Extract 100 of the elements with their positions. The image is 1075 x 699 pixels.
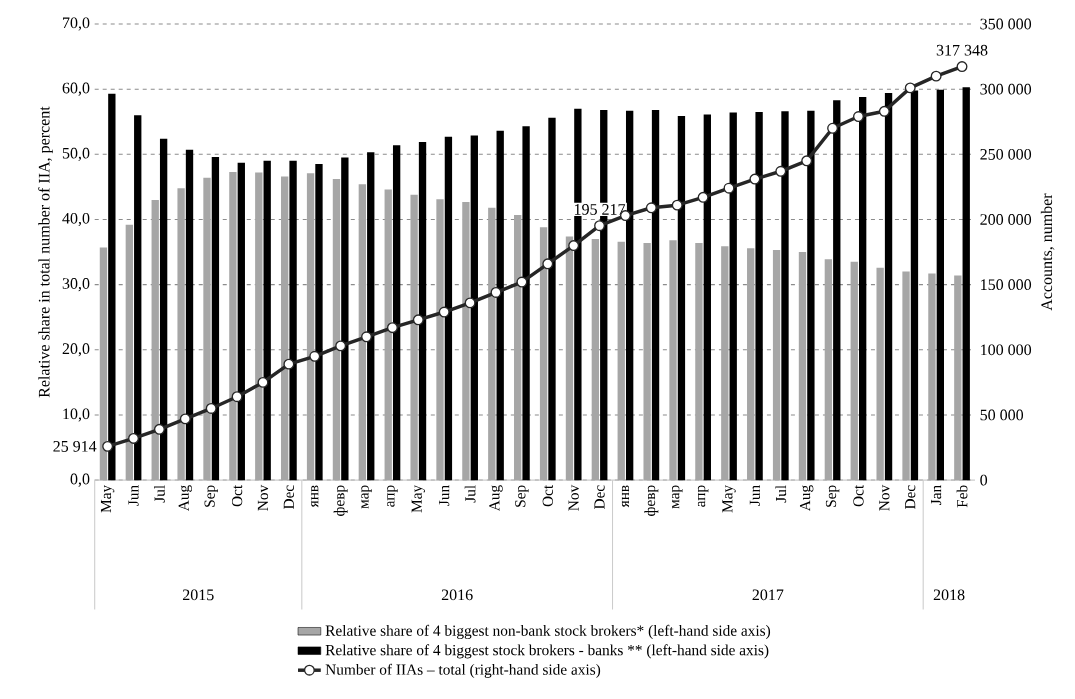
point	[128, 433, 140, 444]
y-tick-label: 30,0	[62, 278, 90, 292]
bar	[954, 275, 962, 481]
bar	[134, 115, 142, 481]
bar	[884, 93, 893, 481]
data-label: 25 914	[53, 441, 97, 452]
x-tick-label: Nov	[568, 484, 579, 511]
legend-label: Relative share of 4 biggest stock brokers - banks ** (left-hand side axis)	[325, 644, 769, 659]
point	[775, 165, 787, 177]
y2-tick-label: 250 000	[980, 148, 1032, 160]
point	[645, 202, 657, 214]
x-tick-label: Dec	[594, 485, 605, 510]
bar	[781, 111, 789, 481]
y-tick-label: 10,0	[63, 408, 90, 422]
x-tick-label: Nov	[879, 484, 890, 511]
x-tick-label: Jul	[154, 485, 165, 503]
bar	[255, 172, 263, 481]
bar	[392, 145, 401, 481]
bar	[514, 214, 522, 481]
point	[930, 70, 942, 82]
point	[231, 391, 243, 403]
point	[153, 423, 165, 435]
y-tick-label: 20,0	[62, 343, 90, 357]
bar	[125, 224, 133, 481]
y2-tick-label: 100 000	[981, 344, 1032, 356]
x-tick-label: Feb	[956, 485, 968, 508]
data-label: 317 348	[936, 44, 988, 56]
x-tick-label: May	[722, 484, 736, 513]
bar	[332, 179, 341, 481]
point	[283, 358, 295, 370]
bar	[772, 250, 781, 481]
x-tick-label: Dec	[283, 485, 294, 510]
point	[361, 331, 373, 343]
bar	[928, 273, 936, 481]
bar	[729, 112, 737, 481]
point	[386, 322, 398, 334]
bar	[315, 164, 323, 481]
bar	[522, 126, 530, 481]
x-tick-label: мар	[361, 485, 372, 509]
bar	[721, 246, 729, 481]
bar	[410, 194, 418, 481]
bar	[444, 136, 453, 481]
x-tick-label: May	[411, 484, 425, 513]
text: 2018	[933, 589, 965, 601]
bar	[703, 114, 711, 481]
bar	[651, 110, 660, 481]
y2-tick-label: 0	[980, 474, 988, 486]
bar	[625, 110, 634, 481]
bar	[151, 200, 159, 481]
point	[827, 122, 839, 134]
bar	[833, 100, 841, 481]
bar	[677, 115, 686, 481]
x-tick-label: Dec	[905, 485, 916, 510]
bar	[669, 240, 677, 481]
x-tick-label: Jul	[775, 485, 787, 503]
bar	[289, 160, 297, 481]
bar	[203, 177, 211, 481]
bar	[211, 156, 220, 481]
point	[464, 297, 476, 309]
x-tick-label: Oct	[853, 485, 864, 507]
bar	[539, 227, 548, 481]
bar	[617, 241, 625, 481]
x-tick-label: Aug	[799, 485, 814, 512]
point	[102, 440, 114, 452]
point	[723, 182, 735, 194]
x-tick-label: Jul	[464, 485, 476, 503]
bar	[548, 117, 556, 481]
text: 2017	[752, 589, 784, 601]
bar	[798, 252, 807, 481]
bar	[99, 247, 108, 481]
bar	[470, 135, 478, 481]
bar	[462, 201, 470, 481]
point	[852, 111, 864, 123]
y-tick-label: 50,0	[62, 147, 90, 161]
bar	[177, 188, 185, 481]
bar	[824, 259, 833, 481]
text: 2015	[182, 589, 214, 601]
bar	[488, 207, 496, 481]
bar	[367, 152, 375, 481]
bar	[185, 149, 194, 481]
point	[956, 61, 968, 73]
y-tick-label: 60,0	[62, 82, 90, 96]
point	[257, 376, 269, 388]
bar	[910, 90, 919, 481]
y-tick-label: 70,0	[63, 17, 90, 31]
point	[179, 413, 191, 425]
text: 2016	[441, 589, 473, 601]
x-tick-label: Aug	[178, 485, 193, 512]
point	[749, 173, 761, 185]
x-tick-label: Sep	[515, 485, 529, 507]
y2-axis-title: Accounts, number	[1040, 193, 1055, 311]
y2-tick-label: 150 000	[981, 279, 1032, 291]
bar	[159, 138, 168, 481]
bar	[263, 160, 271, 481]
point	[309, 350, 321, 362]
point	[542, 258, 554, 270]
y-tick-label: 40,0	[62, 212, 90, 227]
y2-tick-label: 50 000	[980, 409, 1024, 421]
x-tick-label: May	[100, 484, 115, 513]
bar	[807, 110, 815, 481]
